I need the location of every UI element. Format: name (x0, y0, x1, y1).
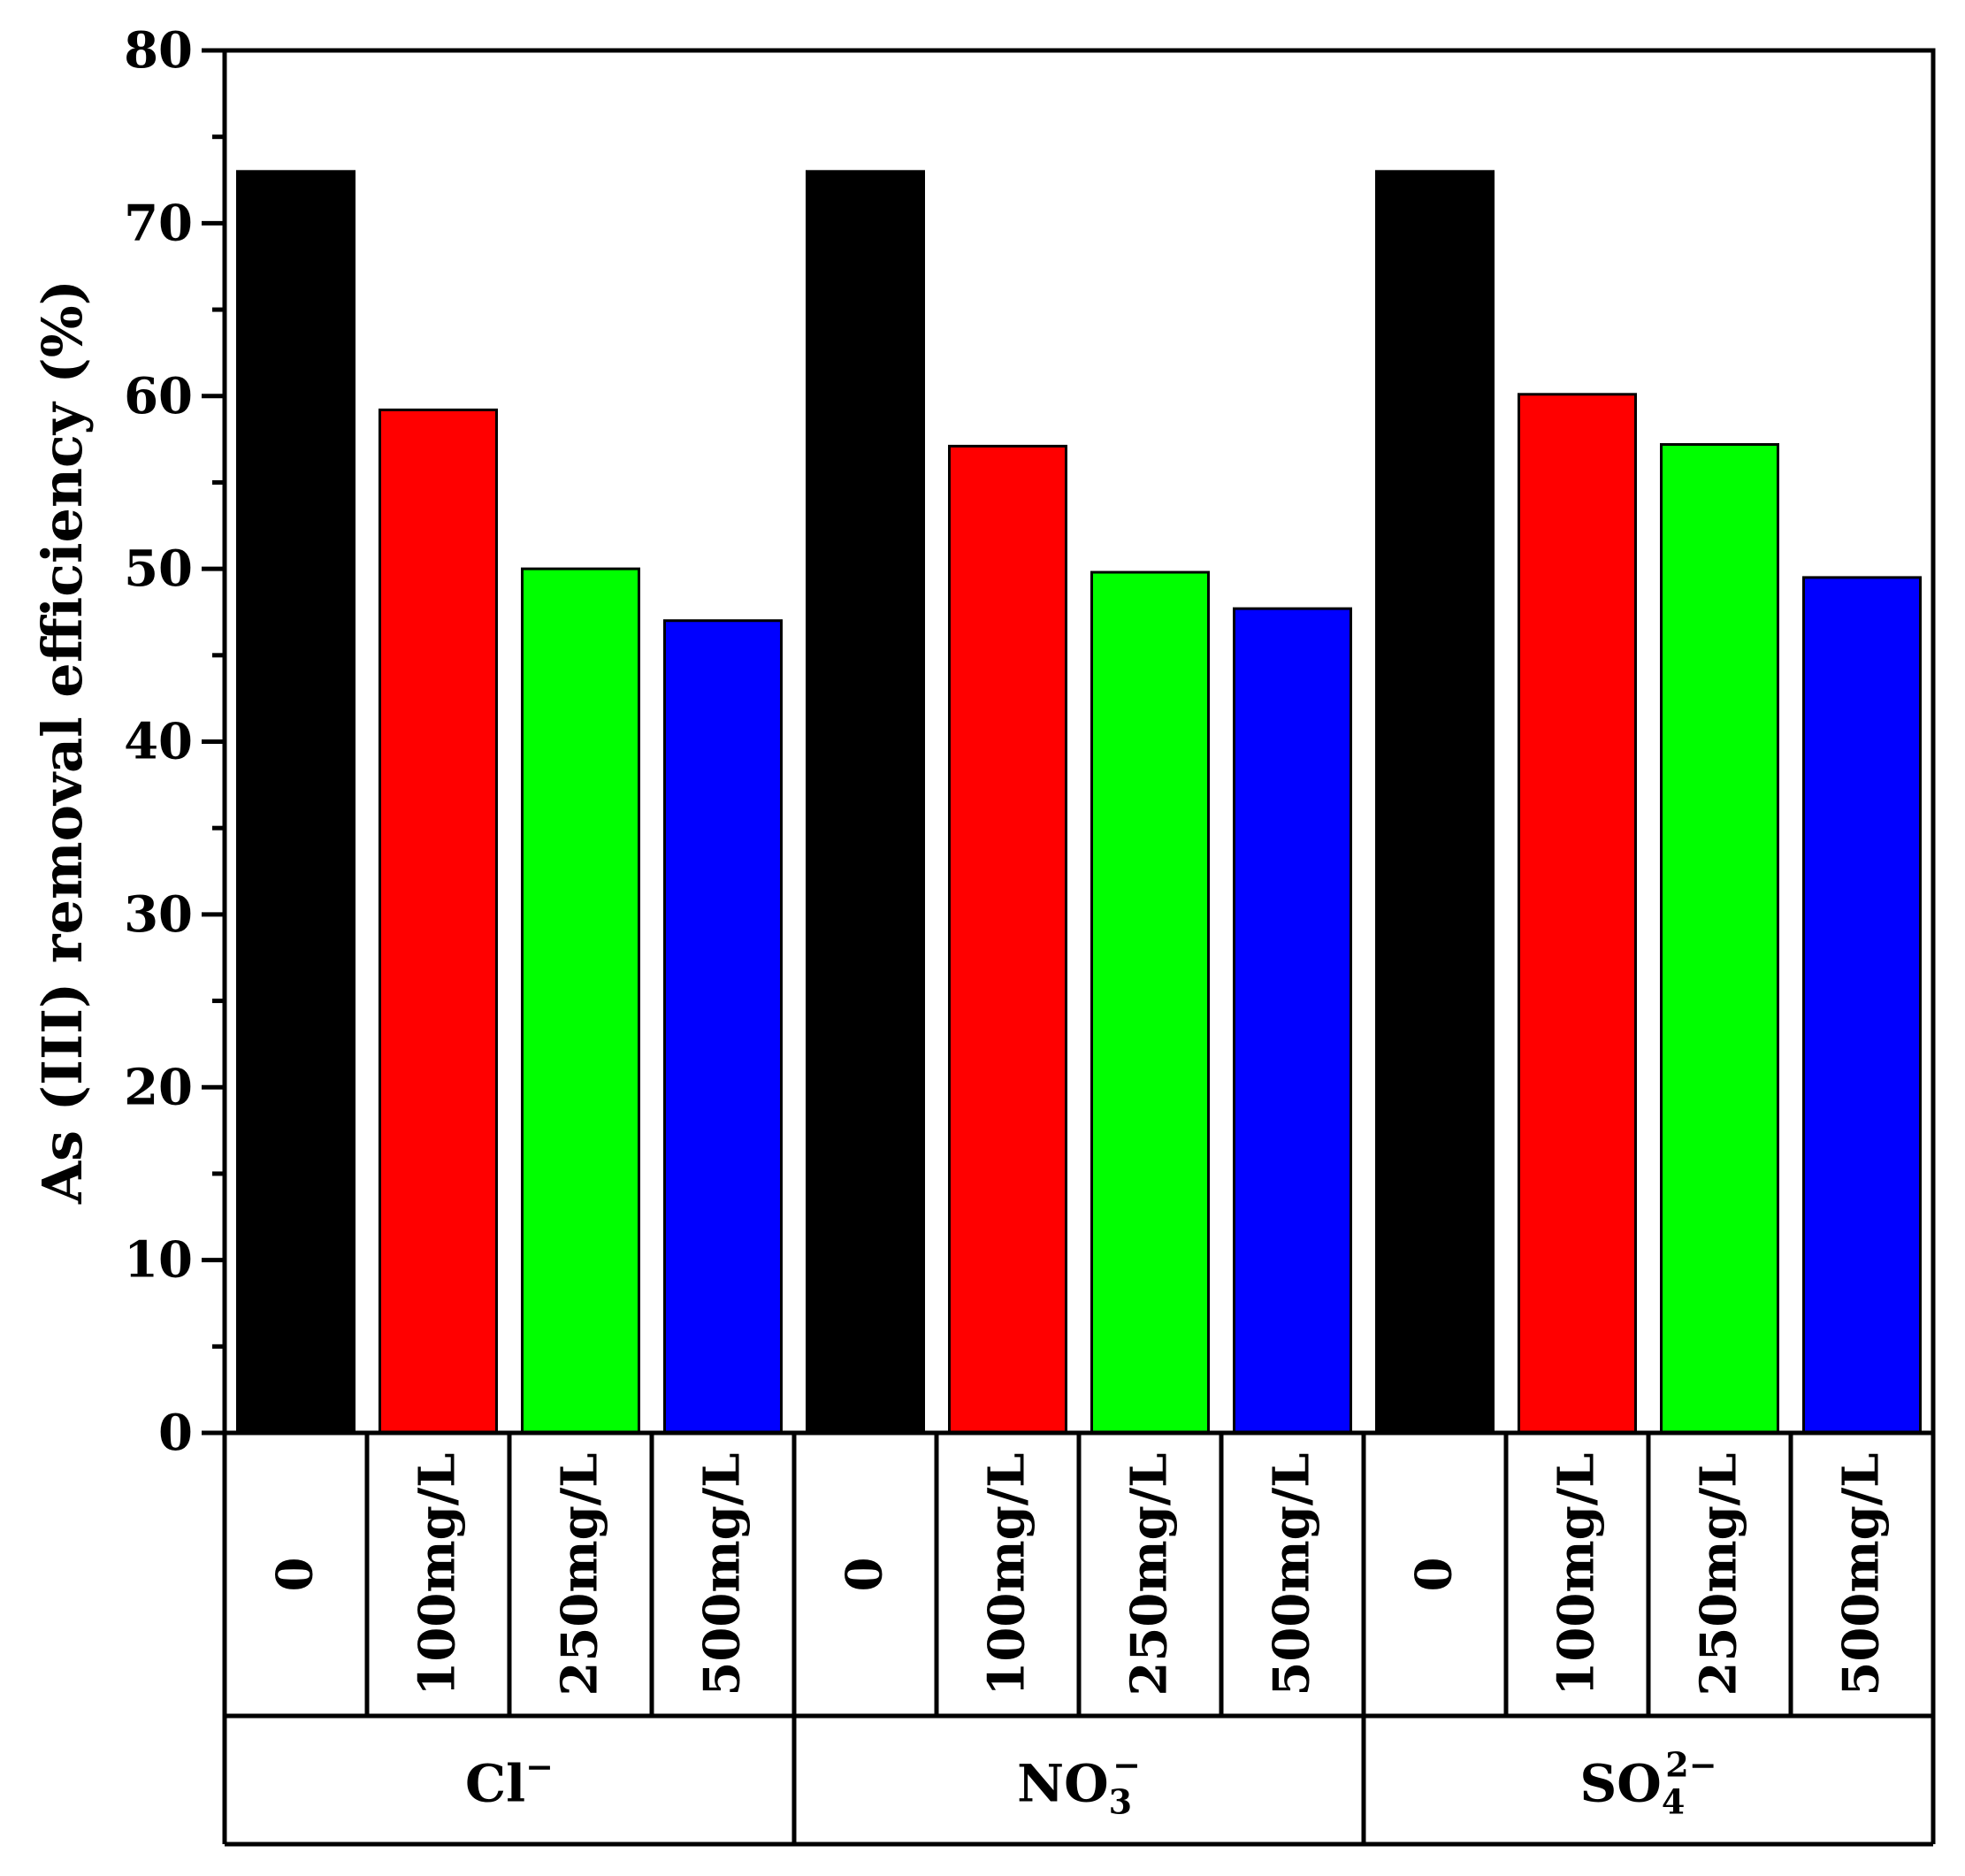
category-label: 250mg/L (1690, 1452, 1748, 1696)
bar-cl-3 (663, 619, 783, 1435)
group-label-no: NO3− (1017, 1745, 1141, 1822)
bar-no-0 (806, 170, 925, 1435)
y-tick-label: 0 (158, 1404, 193, 1462)
category-label: 0 (1405, 1558, 1464, 1592)
y-tick-label: 40 (124, 713, 193, 771)
category-label: 250mg/L (1120, 1452, 1179, 1696)
bar-so-3 (1802, 576, 1922, 1435)
bar-no-2 (1090, 570, 1210, 1435)
bar-so-2 (1660, 443, 1779, 1435)
y-tick-label: 20 (124, 1058, 193, 1116)
y-tick-label: 60 (124, 367, 193, 425)
bar-cl-1 (378, 408, 498, 1435)
category-label: 0 (266, 1558, 325, 1592)
group-label-so: SO42− (1579, 1745, 1717, 1822)
y-tick-label: 30 (124, 885, 193, 944)
bar-cl-2 (521, 567, 640, 1435)
category-label: 500mg/L (1263, 1452, 1321, 1696)
group-label-cl: Cl− (465, 1747, 554, 1814)
bar-so-0 (1375, 170, 1495, 1435)
y-axis-title: As (III) removal efficiency (%) (30, 279, 95, 1205)
y-tick-label: 10 (124, 1231, 193, 1290)
category-label: 500mg/L (1832, 1452, 1891, 1696)
bar-so-1 (1518, 393, 1637, 1435)
y-tick-label: 70 (124, 194, 193, 252)
bars-layer (236, 170, 1922, 1435)
category-label: 100mg/L (1548, 1452, 1606, 1696)
category-label: 250mg/L (551, 1452, 609, 1696)
category-label: 0 (836, 1558, 894, 1592)
category-label: 500mg/L (693, 1452, 752, 1696)
category-table: 0 100mg/L 250mg/L 500mg/L 0 100mg/L 250mg/L 500… (222, 1433, 1936, 1847)
category-label: 100mg/L (409, 1452, 467, 1696)
bar-no-1 (948, 444, 1067, 1435)
y-tick-label: 80 (124, 21, 193, 80)
bar-no-3 (1233, 607, 1352, 1435)
y-tick-label: 50 (124, 540, 193, 598)
category-label: 100mg/L (978, 1452, 1036, 1696)
bar-cl-0 (236, 170, 356, 1435)
